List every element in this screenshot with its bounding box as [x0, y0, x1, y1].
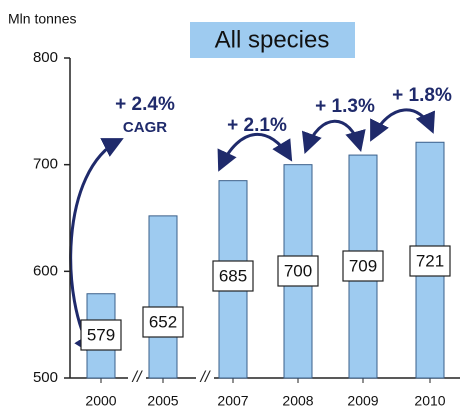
axis-break-gap [128, 375, 146, 381]
annotation: + 2.1% [227, 115, 287, 136]
value-box [409, 245, 451, 277]
value-label: 685 [219, 266, 247, 285]
value-label: 579 [87, 325, 115, 344]
axis-break: // [200, 369, 211, 386]
y-tick-label: 500 [33, 369, 58, 386]
value-box [212, 260, 254, 292]
x-tick-label: 2009 [347, 393, 378, 409]
value-label: 652 [149, 312, 177, 331]
y-tick-label: 800 [33, 49, 58, 66]
x-tick-label: 2007 [217, 393, 248, 409]
value-box [277, 255, 319, 287]
annotation: + 1.8% [392, 85, 452, 106]
y-axis-label: Mln tonnes [8, 11, 76, 27]
value-label: 709 [349, 256, 377, 275]
arrow [301, 119, 366, 154]
annotation: + 1.3% [315, 96, 375, 117]
arrow [217, 132, 293, 172]
arrows [69, 108, 436, 356]
axis-break-gap [196, 375, 214, 381]
arrow [370, 108, 436, 142]
x-tick-label: 2010 [414, 393, 445, 409]
y-tick-label: 700 [33, 156, 58, 173]
value-box [342, 250, 384, 282]
bar [148, 215, 178, 379]
value-label: 721 [416, 251, 444, 270]
value-label: 700 [284, 261, 312, 280]
value-box [142, 306, 184, 338]
value-box [80, 319, 122, 351]
y-tick-label: 600 [33, 262, 58, 279]
chart-title: All species [215, 26, 330, 53]
annotation: + 2.4% [115, 94, 175, 115]
title-box [190, 22, 355, 58]
axis-break: // [132, 369, 143, 386]
x-tick-label: 2008 [282, 393, 313, 409]
x-tick-label: 2000 [85, 393, 116, 409]
x-tick-label: 2005 [147, 393, 178, 409]
annotation: CAGR [123, 119, 167, 136]
